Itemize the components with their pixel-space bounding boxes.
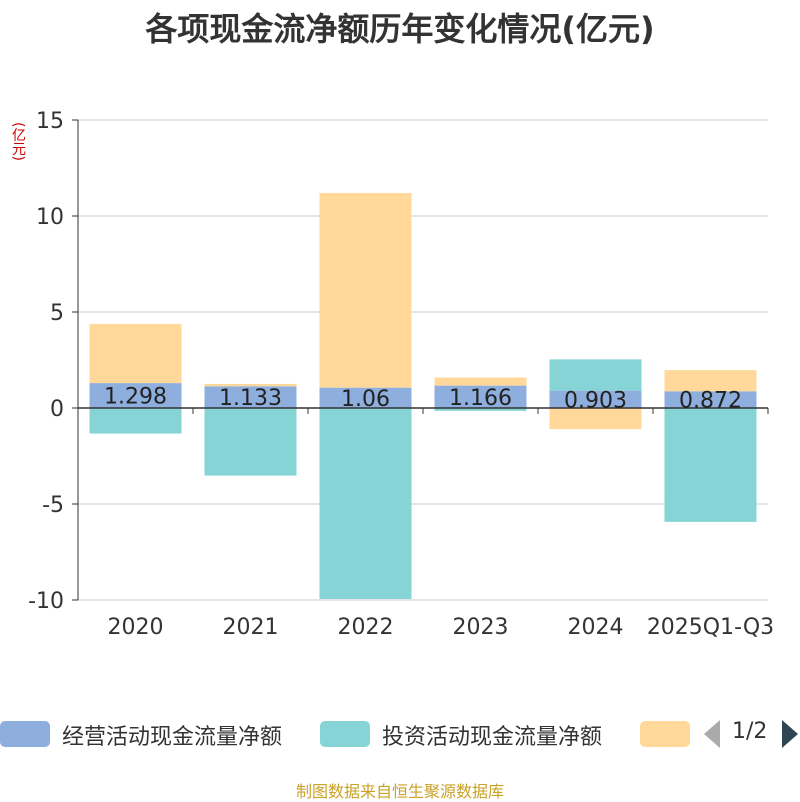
bar-segment-1	[89, 383, 182, 408]
data-label: 1.298	[104, 385, 167, 410]
bar-segment-3	[434, 377, 527, 386]
x-category-label: 2024	[568, 615, 624, 640]
x-category-label: 2022	[338, 615, 394, 640]
bar-segment-3	[664, 370, 757, 392]
bar-segment-2	[204, 408, 297, 476]
bar-segment-2	[549, 359, 642, 391]
legend-swatch-investing	[320, 721, 370, 747]
legend-page-indicator: 1/2	[732, 719, 768, 744]
chevron-right-icon[interactable]	[782, 720, 798, 748]
bar-segment-1	[204, 386, 297, 408]
bar-segment-3	[89, 323, 182, 384]
bar-segment-2	[664, 408, 757, 522]
bar-segment-1	[319, 387, 412, 408]
data-label: 1.166	[449, 386, 512, 411]
y-tick-label: 0	[50, 397, 64, 422]
legend-swatch-operating	[0, 721, 50, 747]
chevron-left-icon[interactable]	[704, 720, 720, 748]
x-category-label: 2023	[453, 615, 509, 640]
y-tick-label: 10	[36, 205, 64, 230]
legend-pager: 1/2	[700, 716, 800, 752]
y-tick-label: 5	[50, 301, 64, 326]
chart-title: 各项现金流净额历年变化情况(亿元)	[145, 10, 655, 48]
bar-segment-3	[549, 408, 642, 430]
y-tick-label: -10	[28, 589, 64, 614]
legend-label-operating: 经营活动现金流量净额	[62, 725, 283, 750]
bar-segment-3	[319, 192, 412, 388]
legend-swatch-financing	[640, 721, 690, 747]
bar-segment-2	[319, 408, 412, 600]
bar-chart: -10 -5 0 5 10 15 1.298 1.133 1.06 1.166 0.903 0.872…	[28, 109, 774, 640]
legend: 经营活动现金流量净额 投资活动现金流量净额 1/2	[0, 716, 800, 752]
x-category-label: 2025Q1-Q3	[647, 615, 774, 640]
data-label: 1.133	[219, 386, 282, 411]
bar-segment-3	[204, 383, 297, 387]
bar-segment-1	[434, 385, 527, 408]
bar-segment-2	[434, 408, 527, 411]
data-label: 0.872	[679, 389, 742, 414]
data-label: 0.903	[564, 388, 627, 413]
y-axis-unit: (亿元)	[10, 122, 26, 161]
bar-segment-1	[549, 390, 642, 408]
legend-label-investing: 投资活动现金流量净额	[382, 725, 603, 750]
data-label: 1.06	[341, 387, 390, 412]
y-tick-label: -5	[42, 493, 64, 518]
data-source: 制图数据来自恒生聚源数据库	[295, 782, 504, 801]
bar-segment-2	[89, 408, 182, 434]
x-category-label: 2020	[108, 615, 164, 640]
x-category-label: 2021	[223, 615, 279, 640]
y-tick-label: 15	[36, 109, 64, 134]
bar-segment-1	[664, 391, 757, 408]
